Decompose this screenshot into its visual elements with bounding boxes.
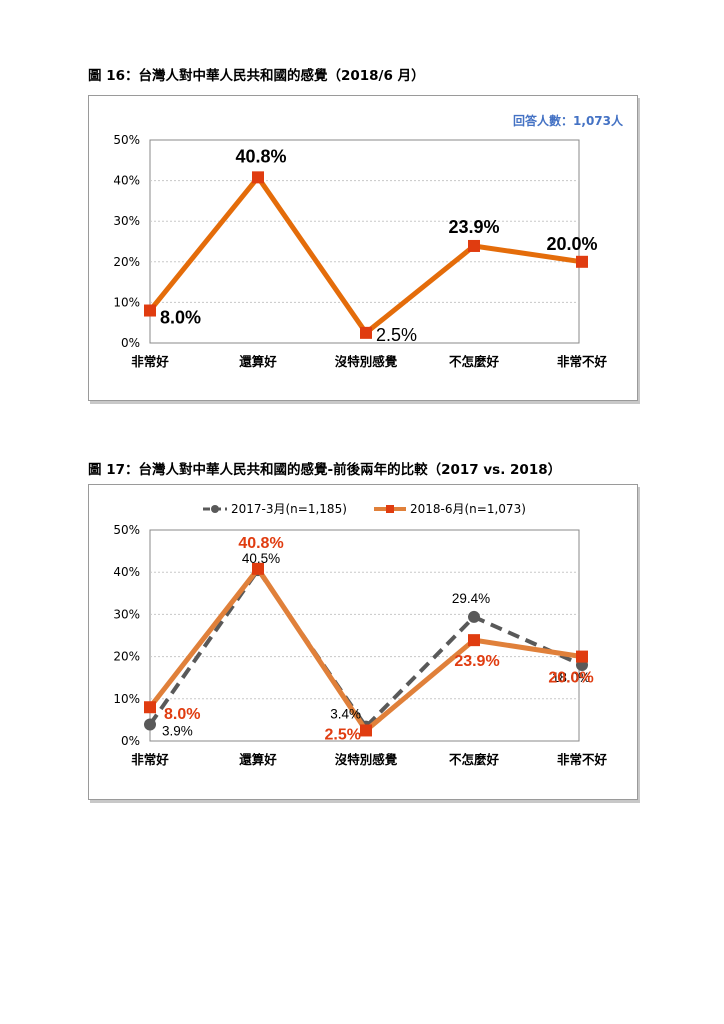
data-point-marker-2018 [468,634,480,647]
data-label-2018: 20.0% [548,670,593,687]
y-tick-label: 20% [113,255,140,269]
data-label-2018: 23.9% [454,653,499,670]
y-tick-label: 30% [113,607,140,621]
figure-16-chart: 回答人數：1,073人 0% 10% 20% 30% 40% 50% 非常好 還算好 沒特別感覺… [88,95,638,401]
x-tick-label: 還算好 [239,354,277,369]
legend-marker-2018 [386,505,394,513]
x-tick-label: 沒特別感覺 [335,752,398,767]
x-tick-label: 不怎麼好 [449,354,500,369]
figure-16-plot: 0% 10% 20% 30% 40% 50% 非常好 還算好 沒特別感覺 不怎麼好 非常不好 8.0%… [113,133,608,369]
figure-17-plot: 0% 10% 20% 30% 40% 50% 非常好 還算好 沒特別感覺 不怎麼好 非常不好 2017… [113,502,608,767]
y-tick-label: 50% [113,133,140,147]
x-tick-label: 非常不好 [557,354,608,369]
data-point-marker [360,326,372,339]
series-line [148,174,583,336]
x-tick-label: 不怎麼好 [449,752,500,767]
x-tick-label: 非常好 [131,752,169,767]
data-point-marker [468,239,480,252]
y-tick-label: 40% [113,174,140,188]
series-line-2017 [148,566,583,730]
data-label-2017: 3.9% [162,724,193,739]
plot-area [149,139,580,344]
data-point-marker [252,171,264,184]
data-label-2018: 8.0% [164,706,200,723]
data-label-2018: 40.8% [238,535,283,552]
data-label-2017: 18.0% [552,670,590,685]
y-tick-label: 10% [113,295,140,309]
y-tick-label: 50% [113,523,140,537]
data-point-marker [576,255,588,268]
data-label: 23.9% [448,217,499,237]
data-label: 20.0% [546,234,597,254]
figure-17-chart: 0% 10% 20% 30% 40% 50% 非常好 還算好 沒特別感覺 不怎麼好 非常不好 2017… [88,484,638,800]
data-point-marker-2018 [252,562,264,575]
data-point-marker-2018 [576,650,588,663]
legend-label-2017: 2017-3月(n=1,185) [231,502,347,516]
data-label-2018: 2.5% [325,726,361,743]
y-tick-label: 30% [113,214,140,228]
y-tick-label: 20% [113,650,140,664]
data-label: 2.5% [376,325,417,345]
x-tick-label: 非常不好 [557,752,608,767]
y-tick-label: 0% [121,336,140,350]
data-point-marker-2018 [360,724,372,737]
data-point-marker [144,304,156,317]
data-label-2017: 3.4% [330,707,361,722]
y-tick-label: 10% [113,692,140,706]
data-label-2017: 29.4% [452,591,490,606]
figure-16-title: 圖 16：台灣人對中華人民共和國的感覺（2018/6 月） [88,68,425,84]
x-tick-label: 非常好 [131,354,169,369]
series-line-2018 [148,566,583,733]
plot-area [149,529,580,742]
legend-label-2018: 2018-6月(n=1,073) [410,502,526,516]
x-tick-label: 還算好 [239,752,277,767]
legend-marker-2017 [211,505,219,513]
y-tick-label: 40% [113,565,140,579]
data-label: 40.8% [235,146,286,166]
x-tick-label: 沒特別感覺 [335,354,398,369]
data-label: 8.0% [160,308,201,328]
y-tick-label: 0% [121,734,140,748]
figure-17-title: 圖 17：台灣人對中華人民共和國的感覺-前後兩年的比較（2017 vs. 201… [88,462,562,478]
data-point-marker-2018 [144,701,156,714]
data-point-marker-2017 [468,610,480,623]
data-point-marker-2017 [144,718,156,731]
respondent-count: 回答人數：1,073人 [513,114,623,128]
data-label-2017: 40.5% [242,551,280,566]
